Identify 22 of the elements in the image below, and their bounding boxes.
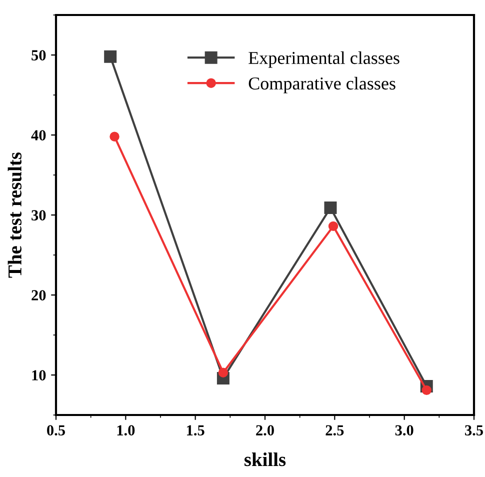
point (324, 202, 337, 214)
legend-label: Comparative classes (248, 76, 396, 94)
y-axis-title: The test results (8, 152, 22, 278)
y-tick-label: 10 (32, 370, 46, 380)
x-tick-label: 2.5 (326, 425, 344, 436)
y-tick-label: 30 (32, 210, 46, 220)
y-tick-label: 40 (31, 130, 46, 140)
y-tick-label: 20 (32, 290, 46, 300)
x-tick-label: 1.5 (187, 425, 204, 436)
point (110, 132, 120, 142)
point (422, 385, 432, 396)
x-tick-label: 3.0 (395, 425, 414, 436)
point (218, 368, 228, 378)
point (328, 221, 338, 232)
x-tick-label: 2.0 (256, 425, 274, 436)
x-tick-label: 3.5 (465, 425, 483, 436)
x-axis-title: skills (244, 452, 286, 466)
point (104, 50, 117, 63)
legend-label: Experimental classes (248, 51, 400, 68)
x-tick-label: 1.0 (117, 425, 135, 436)
x-tick-label: 0.5 (47, 425, 65, 436)
y-tick-label: 50 (32, 50, 46, 60)
